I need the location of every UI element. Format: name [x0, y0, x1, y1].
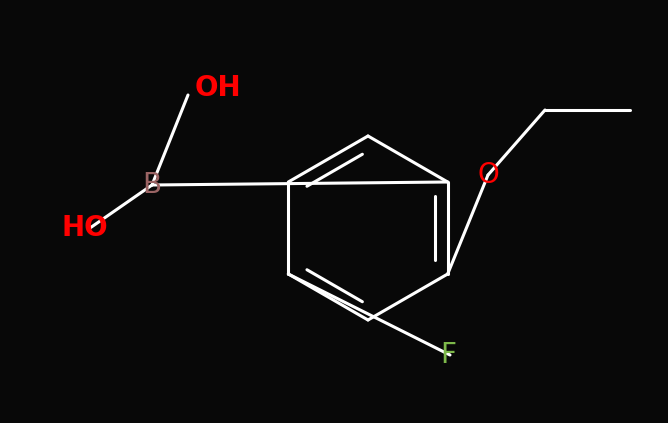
Text: B: B: [142, 171, 162, 199]
Text: HO: HO: [62, 214, 109, 242]
Text: F: F: [440, 341, 456, 369]
Text: OH: OH: [195, 74, 242, 102]
Text: O: O: [477, 161, 499, 189]
